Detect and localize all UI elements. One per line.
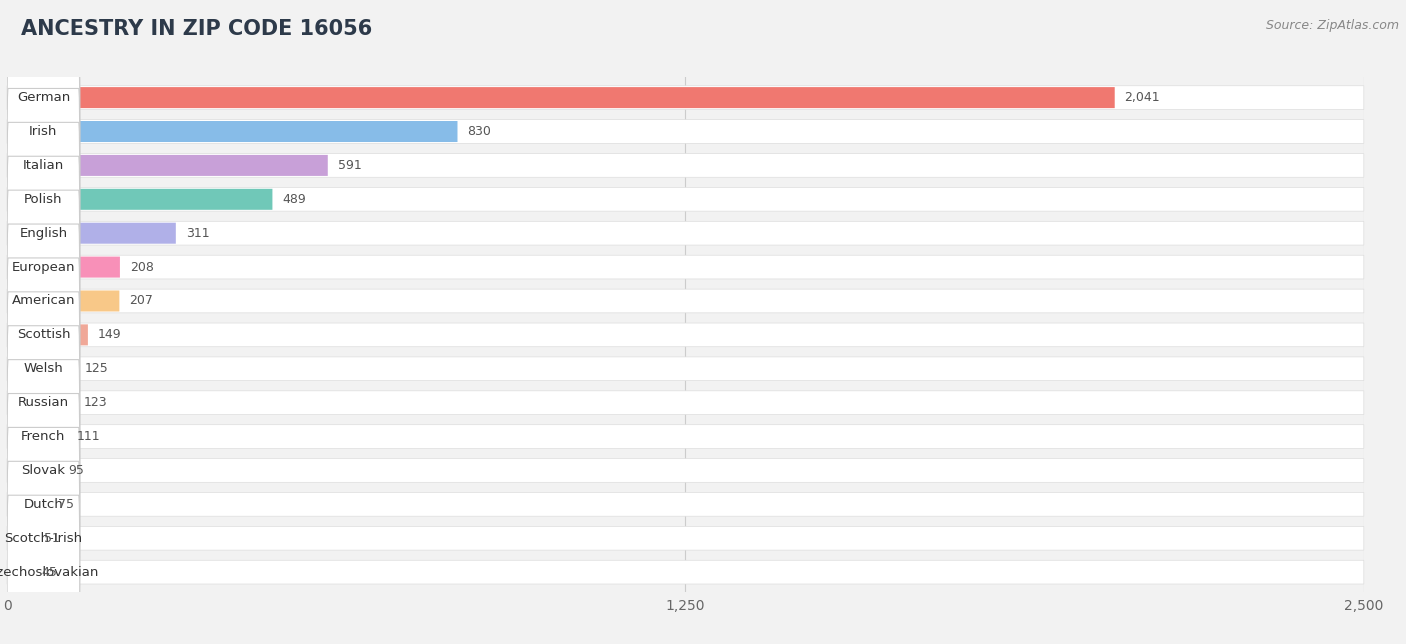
Text: 51: 51 (45, 532, 60, 545)
Text: European: European (11, 261, 75, 274)
FancyBboxPatch shape (7, 292, 80, 446)
Text: Irish: Irish (30, 125, 58, 138)
Text: French: French (21, 430, 66, 443)
Text: 591: 591 (337, 159, 361, 172)
FancyBboxPatch shape (7, 120, 1364, 144)
Text: Polish: Polish (24, 193, 63, 206)
Text: Dutch: Dutch (24, 498, 63, 511)
FancyBboxPatch shape (7, 460, 59, 481)
FancyBboxPatch shape (7, 258, 80, 412)
FancyBboxPatch shape (7, 122, 80, 276)
FancyBboxPatch shape (7, 560, 1364, 584)
Text: 311: 311 (186, 227, 209, 240)
FancyBboxPatch shape (7, 289, 1364, 313)
FancyBboxPatch shape (7, 86, 1364, 109)
Text: American: American (11, 294, 75, 307)
FancyBboxPatch shape (7, 358, 75, 379)
FancyBboxPatch shape (7, 153, 1364, 177)
Text: Scotch-Irish: Scotch-Irish (4, 532, 83, 545)
FancyBboxPatch shape (7, 222, 1364, 245)
FancyBboxPatch shape (7, 55, 80, 209)
Text: 75: 75 (58, 498, 73, 511)
Text: 149: 149 (97, 328, 121, 341)
FancyBboxPatch shape (7, 290, 120, 312)
Text: Scottish: Scottish (17, 328, 70, 341)
FancyBboxPatch shape (7, 461, 80, 615)
Text: ANCESTRY IN ZIP CODE 16056: ANCESTRY IN ZIP CODE 16056 (21, 19, 373, 39)
FancyBboxPatch shape (7, 428, 80, 582)
Text: 123: 123 (83, 396, 107, 409)
Text: Welsh: Welsh (24, 363, 63, 375)
FancyBboxPatch shape (7, 325, 89, 345)
FancyBboxPatch shape (7, 187, 1364, 211)
FancyBboxPatch shape (7, 224, 80, 378)
Text: Russian: Russian (18, 396, 69, 409)
FancyBboxPatch shape (7, 87, 1115, 108)
Text: English: English (20, 227, 67, 240)
FancyBboxPatch shape (7, 426, 67, 447)
FancyBboxPatch shape (7, 223, 176, 243)
FancyBboxPatch shape (7, 495, 80, 644)
Text: Czechoslovakian: Czechoslovakian (0, 565, 98, 579)
Text: 95: 95 (69, 464, 84, 477)
Text: Slovak: Slovak (21, 464, 66, 477)
Text: Italian: Italian (22, 159, 65, 172)
FancyBboxPatch shape (7, 527, 35, 549)
FancyBboxPatch shape (7, 424, 1364, 448)
Text: 45: 45 (41, 565, 58, 579)
FancyBboxPatch shape (7, 323, 1364, 346)
Text: 2,041: 2,041 (1125, 91, 1160, 104)
FancyBboxPatch shape (7, 21, 80, 175)
FancyBboxPatch shape (7, 190, 80, 344)
FancyBboxPatch shape (7, 256, 120, 278)
FancyBboxPatch shape (7, 255, 1364, 279)
FancyBboxPatch shape (7, 526, 1364, 550)
FancyBboxPatch shape (7, 393, 80, 547)
FancyBboxPatch shape (7, 459, 1364, 482)
FancyBboxPatch shape (7, 357, 1364, 381)
FancyBboxPatch shape (7, 493, 1364, 516)
Text: German: German (17, 91, 70, 104)
Text: 207: 207 (129, 294, 153, 307)
Text: 208: 208 (129, 261, 153, 274)
FancyBboxPatch shape (7, 189, 273, 210)
FancyBboxPatch shape (7, 156, 80, 310)
Text: 125: 125 (84, 363, 108, 375)
FancyBboxPatch shape (7, 392, 73, 413)
FancyBboxPatch shape (7, 326, 80, 480)
Text: 111: 111 (77, 430, 101, 443)
Text: 489: 489 (283, 193, 307, 206)
FancyBboxPatch shape (7, 155, 328, 176)
FancyBboxPatch shape (7, 359, 80, 513)
FancyBboxPatch shape (7, 391, 1364, 415)
FancyBboxPatch shape (7, 121, 457, 142)
FancyBboxPatch shape (7, 562, 31, 583)
FancyBboxPatch shape (7, 88, 80, 242)
FancyBboxPatch shape (7, 494, 48, 515)
Text: Source: ZipAtlas.com: Source: ZipAtlas.com (1265, 19, 1399, 32)
Text: 830: 830 (467, 125, 491, 138)
